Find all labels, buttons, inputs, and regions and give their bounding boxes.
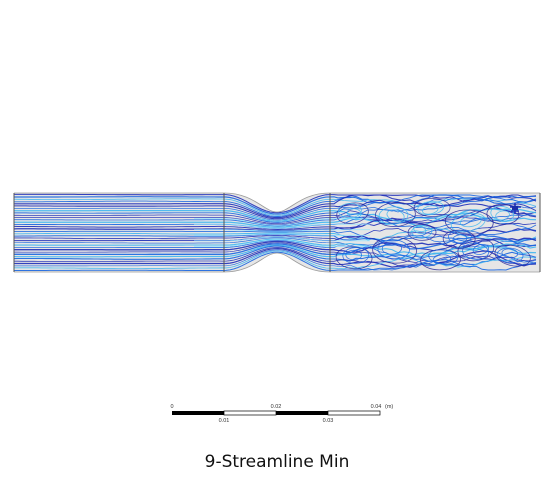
streamline — [14, 195, 537, 223]
vortex-loop — [413, 225, 427, 235]
vortex-loop — [501, 248, 519, 259]
vortex-loop — [381, 242, 403, 255]
vortex-loop — [450, 213, 486, 233]
jet-core-streamline — [194, 218, 370, 226]
vortex-loop — [486, 203, 520, 225]
scale-label-002: 0.02 — [271, 404, 282, 410]
vortex-loop — [342, 247, 370, 264]
scale-label-0: 0 — [170, 404, 173, 410]
streamline — [14, 251, 537, 272]
streamline — [14, 242, 537, 266]
streamline — [14, 234, 537, 248]
vortex-loop — [457, 238, 495, 262]
streamline — [14, 194, 537, 215]
jet-core-streamline — [194, 223, 370, 229]
vortex-loop — [335, 246, 373, 270]
scale-segment-3 — [276, 411, 328, 415]
vortex-loop — [428, 249, 458, 265]
vortex-loop — [338, 202, 362, 219]
vortex-loop — [490, 205, 515, 222]
vortex-loop — [413, 198, 451, 217]
scale-label-001: 0.01 — [219, 418, 230, 424]
vortex-loop — [496, 247, 524, 263]
streamline — [14, 203, 537, 230]
vortex-loop — [372, 236, 417, 264]
vortex-loop — [444, 209, 494, 235]
streamline — [14, 233, 537, 248]
vortex-loop — [345, 249, 363, 261]
streamline — [14, 194, 537, 217]
channel-geometry — [14, 193, 540, 272]
figure-caption: 9-Streamline Min — [204, 452, 350, 472]
scale-unit: (m) — [385, 404, 393, 410]
streamline — [14, 208, 537, 227]
vortex-loop — [459, 215, 482, 228]
bottom-wall — [14, 252, 540, 273]
jet-core-streamline — [194, 236, 370, 242]
scale-segment-1 — [172, 411, 224, 415]
scale-label-003: 0.03 — [323, 418, 334, 424]
scale-label-004: 0.04 — [371, 404, 382, 410]
jet-core-streamline — [194, 233, 370, 236]
streamline — [14, 244, 537, 258]
vortex-loop — [386, 209, 405, 222]
vortex-loop — [375, 202, 416, 227]
vortex-loop — [378, 206, 409, 225]
channel-fill — [14, 193, 540, 272]
scale-bar: 0 0.02 0.04 (m) 0.01 0.03 — [170, 404, 393, 424]
vortex-loop — [447, 229, 472, 244]
recirculation-vortices — [335, 198, 531, 271]
streamline — [14, 239, 537, 264]
streamline — [14, 245, 537, 267]
streamline — [14, 224, 537, 242]
streamline — [14, 234, 537, 256]
streamline — [14, 228, 537, 243]
vortex-loop — [346, 208, 362, 219]
vortex-loop — [494, 244, 531, 267]
vortex-loop — [422, 205, 439, 215]
vortex-loop — [407, 223, 437, 241]
jet-core-streamline — [194, 239, 370, 247]
streamline — [14, 237, 537, 254]
streamline — [14, 197, 537, 221]
streamline — [14, 222, 537, 241]
vortex-loop — [452, 234, 468, 244]
streamline — [14, 211, 537, 226]
scale-segment-2 — [223, 410, 277, 416]
vector-glyph — [510, 203, 521, 214]
vortex-loop — [495, 210, 510, 221]
vortex-loop — [377, 239, 410, 260]
vortex-loop — [472, 244, 490, 255]
top-wall — [14, 192, 540, 213]
vortex-loop — [462, 243, 489, 260]
streamline — [14, 193, 537, 214]
streamline — [14, 208, 537, 224]
vortex-loop — [417, 201, 444, 216]
channel-walls — [13, 192, 541, 273]
scale-segment-4 — [327, 410, 381, 416]
streamline — [14, 195, 537, 220]
vortex-loop — [411, 225, 433, 238]
jet-core-streamline — [194, 229, 370, 232]
vortex-loop — [432, 254, 452, 265]
